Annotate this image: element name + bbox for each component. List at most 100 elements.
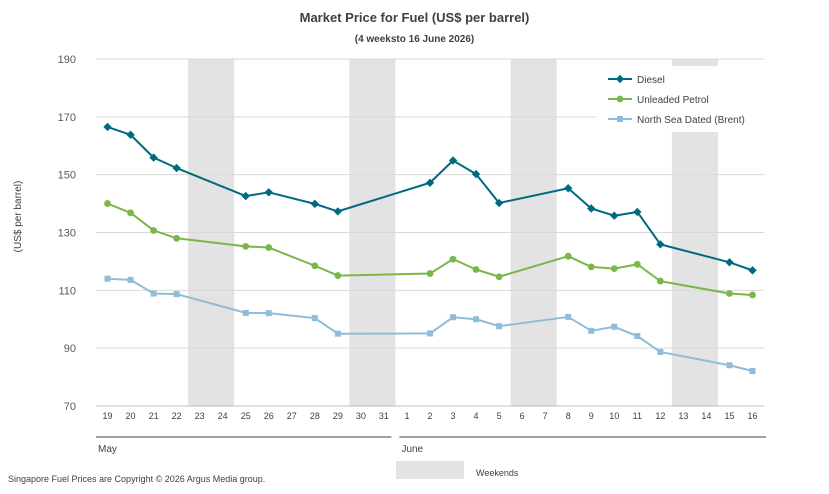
x-tick-label: 10	[609, 411, 619, 421]
legend-label: Unleaded Petrol	[637, 95, 709, 106]
data-point	[633, 207, 642, 217]
y-axis-label: (US$ per barrel)	[13, 181, 24, 253]
x-tick-label: 29	[333, 411, 343, 421]
data-point	[748, 266, 757, 275]
data-point	[610, 211, 619, 220]
data-point	[242, 242, 250, 250]
data-point	[242, 309, 249, 316]
data-point	[634, 333, 641, 340]
x-tick-label: 27	[287, 411, 297, 421]
data-point	[749, 291, 756, 299]
data-point	[564, 184, 573, 193]
y-tick-label: 110	[58, 285, 76, 297]
data-point	[126, 130, 135, 139]
chart-title: Market Price for Fuel (US$ per barrel)	[299, 10, 530, 25]
x-tick-label: 24	[218, 411, 228, 421]
data-point	[426, 270, 434, 277]
data-point	[587, 204, 596, 213]
data-point	[496, 323, 503, 330]
x-tick-label: 7	[543, 411, 548, 421]
data-point	[311, 262, 319, 270]
data-point	[611, 323, 618, 330]
data-point	[127, 276, 134, 283]
data-point	[565, 313, 572, 320]
data-point	[450, 314, 457, 321]
weekend-legend-label: Weekends	[476, 468, 519, 478]
data-point	[471, 169, 481, 179]
data-point	[425, 178, 435, 187]
x-tick-label: 9	[589, 411, 594, 421]
data-point	[448, 156, 458, 165]
data-point	[656, 240, 665, 249]
y-tick-label: 170	[58, 112, 76, 124]
x-tick-label: 16	[747, 411, 757, 421]
x-tick-label: 13	[678, 411, 688, 421]
x-tick-label: 21	[149, 411, 159, 421]
x-tick-label: 4	[474, 411, 479, 421]
y-tick-label: 150	[58, 170, 76, 182]
legend-label: North Sea Dated (Brent)	[637, 115, 745, 126]
data-point	[150, 290, 157, 297]
x-tick-label: 30	[356, 411, 366, 421]
x-tick-label: 11	[633, 411, 642, 421]
data-point	[173, 291, 180, 298]
data-point	[265, 310, 272, 317]
data-point	[333, 207, 343, 216]
data-point	[749, 368, 756, 375]
x-tick-label: 1	[404, 411, 409, 421]
x-tick-label: 26	[264, 411, 274, 421]
data-point	[103, 122, 112, 132]
month-label: May	[98, 444, 117, 455]
data-point	[656, 277, 664, 285]
data-point	[264, 188, 273, 197]
x-tick-label: 31	[379, 411, 389, 421]
legend-marker	[615, 74, 625, 84]
data-point	[633, 260, 641, 268]
data-point	[427, 330, 433, 337]
data-point	[726, 290, 733, 297]
data-point	[104, 275, 111, 282]
data-point	[241, 191, 250, 201]
data-point	[149, 153, 158, 162]
data-point	[334, 330, 341, 337]
chart-subtitle: (4 weeksto 16 June 2026)	[354, 34, 475, 45]
x-tick-label: 25	[241, 411, 251, 421]
legend-marker	[617, 116, 623, 122]
data-point	[588, 327, 595, 334]
data-point	[172, 163, 181, 173]
x-tick-label: 28	[310, 411, 320, 421]
month-label: June	[401, 444, 423, 455]
legend-label: Diesel	[637, 75, 665, 86]
x-tick-label: 12	[655, 411, 665, 421]
data-point	[472, 266, 480, 273]
legend-marker	[616, 95, 624, 103]
data-point	[449, 255, 457, 263]
y-tick-label: 70	[64, 401, 76, 413]
data-point	[473, 316, 480, 323]
data-point	[127, 209, 134, 217]
x-tick-label: 8	[566, 411, 571, 421]
data-point	[104, 200, 111, 207]
x-tick-label: 19	[103, 411, 113, 421]
data-point	[334, 272, 342, 279]
data-point	[150, 227, 157, 234]
x-tick-label: 22	[172, 411, 182, 421]
data-point	[610, 265, 618, 273]
x-tick-label: 23	[195, 411, 205, 421]
x-tick-label: 6	[520, 411, 525, 421]
data-point	[587, 263, 595, 271]
data-point	[173, 234, 181, 242]
x-tick-label: 2	[427, 411, 432, 421]
data-point	[265, 244, 273, 251]
data-point	[657, 348, 664, 355]
y-tick-label: 130	[58, 228, 76, 240]
x-tick-label: 5	[497, 411, 502, 421]
data-point	[494, 198, 504, 208]
y-tick-label: 90	[64, 343, 76, 355]
x-tick-label: 20	[126, 411, 136, 421]
copyright-footer: Singapore Fuel Prices are Copyright © 20…	[8, 474, 266, 484]
x-tick-label: 15	[724, 411, 734, 421]
data-point	[495, 273, 503, 281]
x-tick-label: 3	[451, 411, 456, 421]
